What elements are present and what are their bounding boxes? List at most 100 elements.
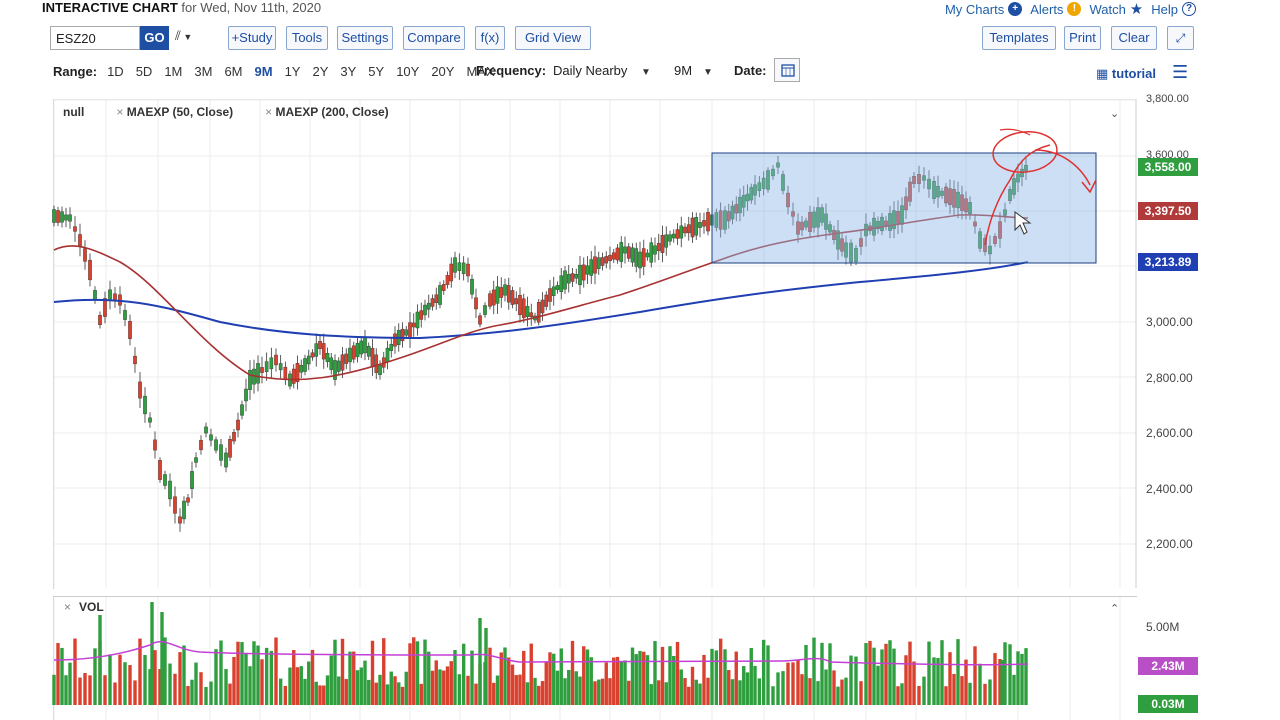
my-charts-link[interactable]: My Charts + bbox=[945, 2, 1023, 17]
volume-bar bbox=[529, 643, 533, 705]
range-option-5d[interactable]: 5D bbox=[135, 63, 153, 79]
volume-bar bbox=[653, 641, 657, 705]
menu-icon[interactable]: ☰ bbox=[1172, 62, 1189, 82]
legend-ma200[interactable]: × MAEXP (200, Close) bbox=[245, 105, 389, 119]
clear-button[interactable]: Clear bbox=[1111, 26, 1157, 50]
settings-button[interactable]: Settings bbox=[337, 26, 393, 50]
volume-bar bbox=[585, 649, 590, 705]
chevron-up-icon[interactable]: ⌃ bbox=[1110, 603, 1120, 615]
film-icon: ▦ bbox=[1096, 66, 1109, 81]
volume-bar bbox=[393, 676, 397, 705]
volume-bar bbox=[370, 640, 375, 705]
range-option-1y[interactable]: 1Y bbox=[284, 63, 301, 79]
close-icon[interactable]: × bbox=[265, 105, 273, 119]
ma50-line bbox=[53, 214, 1029, 381]
volume-bar bbox=[514, 675, 518, 705]
volume-bar bbox=[948, 652, 952, 705]
volume-bar bbox=[956, 639, 960, 705]
help-link[interactable]: Help? bbox=[1151, 2, 1196, 17]
watch-link[interactable]: Watch ★ bbox=[1089, 0, 1143, 18]
volume-bar bbox=[876, 665, 880, 705]
range-option-20y[interactable]: 20Y bbox=[431, 63, 455, 79]
volume-axis-label: 5.00M bbox=[1146, 620, 1180, 634]
star-icon: ★ bbox=[1129, 1, 1144, 18]
volume-ma-tag: 2.43M bbox=[1138, 657, 1198, 675]
volume-bar bbox=[199, 672, 203, 705]
volume-bar bbox=[236, 641, 240, 705]
candle bbox=[968, 202, 972, 214]
volume-bar bbox=[968, 682, 972, 705]
tools-button[interactable]: Tools bbox=[286, 26, 328, 50]
candle bbox=[555, 285, 560, 290]
tutorial-link[interactable]: ▦ tutorial bbox=[1096, 66, 1156, 82]
volume-bar bbox=[675, 641, 680, 705]
candle bbox=[956, 191, 960, 209]
candle bbox=[299, 365, 304, 373]
volume-bar bbox=[329, 655, 333, 705]
range-option-5y[interactable]: 5Y bbox=[368, 63, 385, 79]
chevron-down-icon[interactable]: ⌄ bbox=[1110, 108, 1120, 120]
volume-bar bbox=[153, 650, 157, 705]
volume-bar bbox=[507, 657, 511, 705]
volume-bar bbox=[93, 648, 97, 705]
volume-bar bbox=[854, 656, 858, 705]
candle bbox=[932, 181, 936, 199]
range-option-1m[interactable]: 1M bbox=[164, 63, 183, 79]
range-option-1d[interactable]: 1D bbox=[107, 63, 124, 79]
annotation-line bbox=[999, 128, 1031, 136]
candle bbox=[374, 354, 379, 373]
candle bbox=[274, 354, 278, 366]
chevron-down-icon: ▼ bbox=[180, 32, 193, 42]
candle bbox=[190, 471, 194, 489]
candle bbox=[791, 211, 795, 217]
candle bbox=[812, 211, 816, 228]
help-icon: ? bbox=[1182, 2, 1196, 16]
candle bbox=[880, 216, 884, 232]
close-icon[interactable]: × bbox=[64, 600, 72, 614]
candle bbox=[888, 213, 892, 231]
candle bbox=[781, 174, 785, 191]
volume-bar bbox=[269, 650, 274, 705]
volume-bar bbox=[645, 655, 650, 705]
range-option-3m[interactable]: 3M bbox=[194, 63, 213, 79]
volume-bar bbox=[83, 672, 87, 705]
go-button[interactable]: GO bbox=[140, 26, 169, 50]
alerts-link[interactable]: Alerts! bbox=[1030, 2, 1082, 17]
templates-button[interactable]: Templates bbox=[982, 26, 1056, 50]
range-option-10y[interactable]: 10Y bbox=[396, 63, 420, 79]
frequency-select[interactable]: Daily Nearby bbox=[553, 63, 628, 78]
candle bbox=[521, 298, 526, 319]
chart-type-dropdown[interactable]: ⫽ ▼ bbox=[175, 28, 192, 44]
legend-ma50[interactable]: × MAEXP (50, Close) bbox=[96, 105, 233, 119]
volume-bar bbox=[340, 638, 345, 705]
volume-bar bbox=[278, 678, 283, 705]
period-select[interactable]: 9M bbox=[674, 63, 693, 78]
volume-bar bbox=[168, 663, 172, 705]
range-option-6m[interactable]: 6M bbox=[224, 63, 243, 79]
volume-bar bbox=[555, 670, 560, 705]
grid-view-button[interactable]: Grid View bbox=[515, 26, 591, 50]
range-option-3y[interactable]: 3Y bbox=[340, 63, 357, 79]
range-option-max[interactable]: MAX bbox=[466, 63, 495, 79]
candle bbox=[988, 245, 992, 255]
volume-bar bbox=[710, 648, 714, 705]
close-icon[interactable]: × bbox=[116, 105, 124, 119]
volume-bar bbox=[940, 640, 944, 705]
volume-bar bbox=[781, 671, 785, 705]
compare-button[interactable]: Compare bbox=[403, 26, 465, 50]
volume-bar bbox=[679, 669, 683, 705]
fx-button[interactable]: f(x) bbox=[475, 26, 505, 50]
range-option-2y[interactable]: 2Y bbox=[312, 63, 329, 79]
calendar-button[interactable] bbox=[774, 58, 800, 82]
candle bbox=[168, 480, 172, 500]
volume-bar bbox=[408, 643, 412, 705]
volume-bar bbox=[1016, 651, 1020, 705]
print-button[interactable]: Print bbox=[1064, 26, 1101, 50]
expand-button[interactable]: ⤢ bbox=[1167, 26, 1194, 50]
candle bbox=[291, 368, 296, 384]
candle bbox=[589, 259, 594, 276]
add-study-button[interactable]: +Study bbox=[228, 26, 276, 50]
symbol-input[interactable]: ESZ20 bbox=[50, 26, 140, 50]
range-option-9m[interactable]: 9M bbox=[254, 63, 273, 79]
